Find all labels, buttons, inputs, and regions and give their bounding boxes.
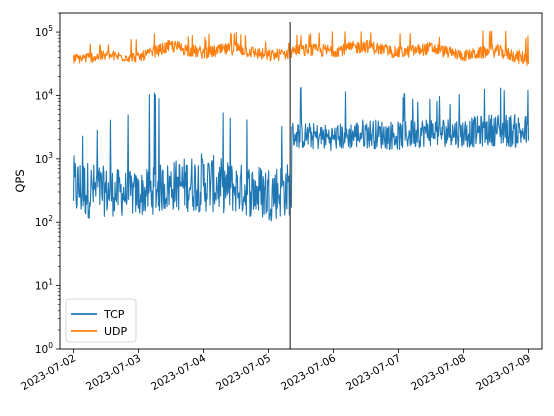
y-tick-label: 105: [35, 24, 53, 39]
x-tick-label: 2023-07-06: [279, 352, 338, 393]
y-tick-label: 104: [35, 87, 53, 102]
y-tick-exponent: 0: [48, 341, 53, 350]
series-line-tcp: [72, 86, 530, 222]
x-tick-label: 2023-07-02: [19, 352, 78, 393]
y-tick-label: 102: [35, 214, 53, 229]
y-tick-base: 10: [35, 344, 48, 356]
y-tick-base: 10: [35, 90, 48, 102]
y-tick-base: 10: [35, 154, 48, 166]
y-tick-exponent: 4: [48, 87, 53, 96]
x-tick-label: 2023-07-09: [474, 352, 533, 393]
x-tick-label: 2023-07-04: [149, 352, 208, 393]
y-tick-label: 100: [35, 341, 53, 356]
y-tick-exponent: 5: [48, 24, 53, 33]
plot-area: [60, 13, 542, 349]
y-tick-exponent: 1: [48, 278, 53, 287]
x-tick-label: 2023-07-08: [409, 352, 468, 393]
y-tick-label: 101: [35, 278, 53, 293]
x-tick-label: 2023-07-05: [214, 352, 273, 393]
y-tick-exponent: 2: [48, 214, 53, 223]
y-tick-base: 10: [35, 281, 48, 293]
x-tick-label: 2023-07-03: [84, 352, 143, 393]
plot-frame: [59, 12, 543, 350]
legend: TCP UDP: [65, 298, 137, 343]
y-axis-label: QPS: [13, 169, 27, 192]
y-tick-base: 10: [35, 217, 48, 229]
x-axis: 2023-07-02 2023-07-03 2023-07-04 2023-07-05…: [19, 349, 533, 393]
series-layer: [72, 30, 530, 222]
y-tick-label: 103: [35, 151, 53, 166]
y-tick-base: 10: [35, 27, 48, 39]
y-tick-exponent: 3: [48, 151, 53, 160]
x-tick-label: 2023-07-07: [344, 352, 403, 393]
legend-label-udp: UDP: [104, 325, 128, 338]
legend-label-tcp: TCP: [103, 308, 125, 321]
series-line-udp: [72, 30, 530, 66]
